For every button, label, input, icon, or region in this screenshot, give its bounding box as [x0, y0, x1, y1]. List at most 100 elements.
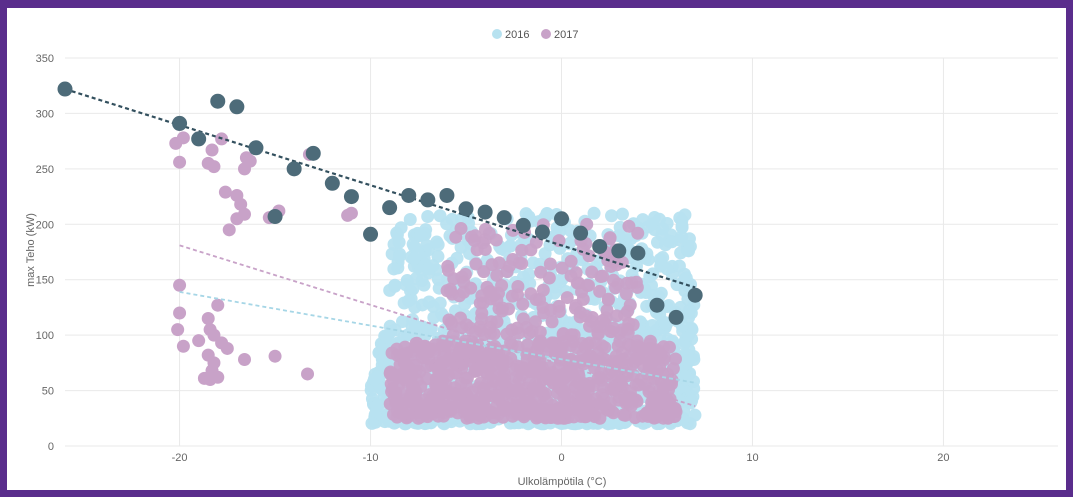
point-2017	[657, 395, 671, 409]
point-max	[363, 226, 379, 242]
point-max	[229, 99, 245, 115]
point-2017	[595, 269, 609, 283]
point-2017	[529, 407, 543, 421]
point-2017	[585, 350, 599, 364]
point-2017	[606, 273, 620, 287]
point-2016	[403, 213, 417, 227]
legend-2017-label: 2017	[554, 29, 578, 41]
point-2016	[422, 262, 436, 276]
point-2017	[553, 409, 567, 423]
point-2017	[601, 292, 615, 306]
point-2017	[211, 298, 225, 312]
point-2017	[582, 249, 596, 263]
point-2016	[378, 415, 392, 429]
point-2017	[301, 367, 315, 381]
point-2016	[402, 294, 416, 308]
point-2016	[367, 372, 381, 386]
point-2017	[207, 160, 221, 174]
point-2017	[619, 287, 633, 301]
point-2017	[492, 256, 506, 270]
point-2017	[646, 353, 660, 367]
tick-labels: 0 50 100 150 200 250 300 350 -20 -10 0 10 20	[36, 53, 950, 464]
point-2017	[515, 257, 529, 271]
point-2017	[606, 321, 620, 335]
point-max	[57, 81, 73, 97]
point-2017	[268, 349, 282, 363]
point-2016	[645, 318, 659, 332]
point-2016	[643, 269, 657, 283]
point-2017	[623, 386, 637, 400]
trendline-2016	[179, 291, 696, 384]
point-2017	[647, 367, 661, 381]
point-2017	[596, 313, 610, 327]
point-2017	[404, 387, 418, 401]
point-2017	[455, 270, 469, 284]
point-2017	[521, 338, 535, 352]
y-axis-label: max Teho (kW)	[25, 213, 37, 287]
point-2016	[605, 209, 619, 223]
point-2017	[643, 334, 657, 348]
point-2017	[176, 339, 190, 353]
point-2017	[631, 339, 645, 353]
x-axis-label: Ulkolämpötila (°C)	[518, 476, 607, 488]
point-2017	[618, 308, 632, 322]
series-max-points	[57, 81, 703, 325]
point-2016	[365, 416, 379, 430]
point-2017	[527, 385, 541, 399]
point-2017	[488, 339, 502, 353]
point-2017	[427, 342, 441, 356]
y-tick-label: 250	[36, 164, 54, 176]
point-2017	[201, 312, 215, 326]
point-2017	[567, 328, 581, 342]
point-2017	[593, 284, 607, 298]
point-2016	[405, 320, 419, 334]
point-2017	[495, 278, 509, 292]
point-2017	[656, 381, 670, 395]
point-2017	[441, 259, 455, 273]
point-2017	[457, 285, 471, 299]
point-2016	[672, 259, 686, 273]
point-2017	[489, 233, 503, 247]
point-2017	[490, 268, 504, 282]
point-2017	[533, 325, 547, 339]
point-2017	[205, 143, 219, 157]
point-2017	[466, 345, 480, 359]
point-2017	[615, 255, 629, 269]
point-2016	[650, 235, 664, 249]
point-2016	[682, 244, 696, 258]
point-2017	[505, 323, 519, 337]
legend: 2016 2017	[492, 29, 578, 41]
point-2017	[615, 361, 629, 375]
point-max	[172, 115, 188, 131]
point-2017	[406, 358, 420, 372]
point-2017	[386, 367, 400, 381]
point-max	[401, 187, 417, 203]
point-max	[191, 131, 207, 147]
point-2017	[602, 366, 616, 380]
point-2016	[503, 239, 517, 253]
point-2017	[440, 284, 454, 298]
point-max	[554, 211, 569, 227]
point-2017	[453, 390, 467, 404]
point-2017	[572, 376, 586, 390]
point-max	[534, 224, 550, 240]
point-2017	[595, 339, 609, 353]
point-2017	[603, 396, 617, 410]
point-2017	[649, 409, 663, 423]
point-2017	[621, 351, 635, 365]
point-max	[592, 238, 608, 254]
point-2017	[573, 310, 587, 324]
point-2017	[441, 339, 455, 353]
point-2016	[392, 235, 406, 249]
point-2016	[431, 238, 445, 252]
point-2016	[658, 316, 672, 330]
point-2017	[622, 219, 636, 233]
y-tick-label: 100	[36, 330, 54, 342]
point-2017	[478, 242, 492, 256]
point-2017	[576, 292, 590, 306]
point-max	[420, 192, 436, 208]
point-2016	[652, 212, 666, 226]
y-tick-label: 150	[36, 275, 54, 287]
point-2017	[508, 363, 522, 377]
point-2016	[388, 279, 402, 293]
